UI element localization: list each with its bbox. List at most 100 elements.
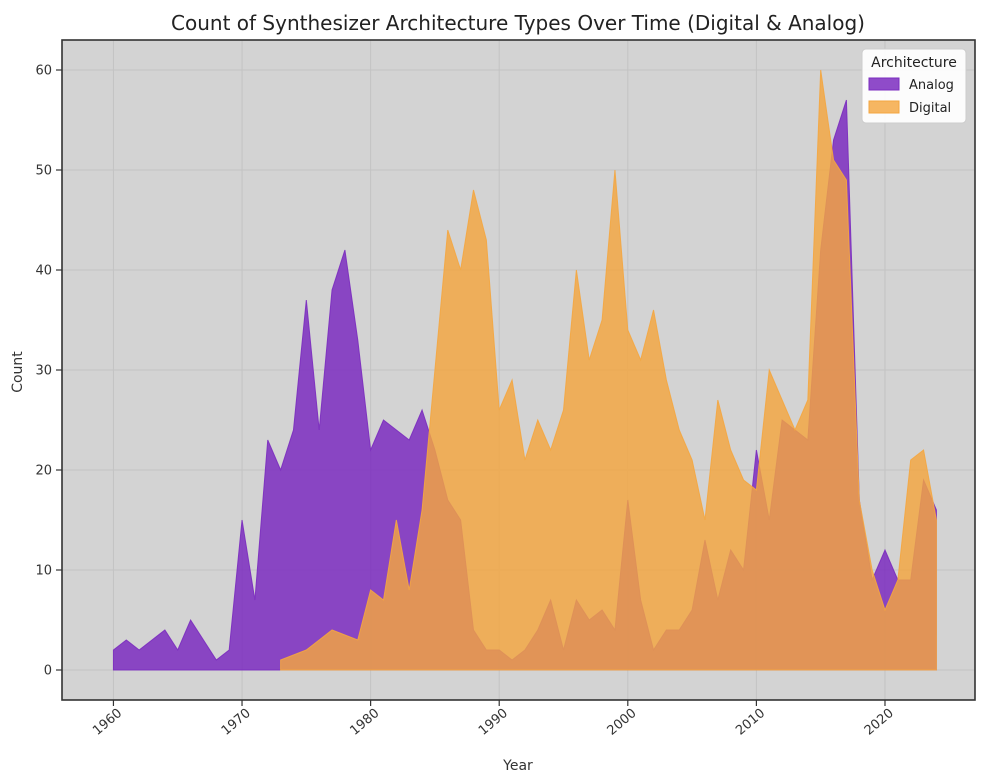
- data-point-digital-1989: [486, 239, 488, 241]
- data-point-digital-1978: [344, 634, 346, 636]
- legend: Architecture Analog Digital: [861, 48, 967, 124]
- data-point-digital-2003: [666, 379, 668, 381]
- y-tick-label-40: 40: [35, 264, 52, 279]
- data-point-analog-1969: [228, 649, 230, 651]
- data-point-analog-2024: [936, 509, 938, 511]
- x-tick-label-2010: 2010: [733, 706, 768, 739]
- chart-title: Count of Synthesizer Architecture Types …: [171, 11, 865, 35]
- data-point-digital-1994: [550, 449, 552, 451]
- data-point-digital-1976: [318, 639, 320, 641]
- data-point-analog-2017: [846, 99, 848, 101]
- data-point-digital-2001: [640, 359, 642, 361]
- data-point-digital-2004: [678, 429, 680, 431]
- data-point-digital-1984: [421, 509, 423, 511]
- y-axis-ticks: 0 10 20 30 40 50 60: [35, 64, 62, 679]
- data-point-analog-1971: [254, 599, 256, 601]
- data-point-digital-2016: [833, 159, 835, 161]
- data-areas: [112, 69, 938, 671]
- data-point-analog-2016: [833, 139, 835, 141]
- data-point-digital-2000: [627, 329, 629, 331]
- data-point-digital-1992: [524, 459, 526, 461]
- data-point-digital-2011: [768, 369, 770, 371]
- data-point-analog-2020: [884, 549, 886, 551]
- data-point-digital-1982: [396, 519, 398, 521]
- data-point-digital-1996: [576, 269, 578, 271]
- data-point-digital-1990: [498, 409, 500, 411]
- data-point-digital-2013: [794, 429, 796, 431]
- data-point-analog-1965: [177, 649, 179, 651]
- data-point-digital-2009: [743, 479, 745, 481]
- data-point-digital-2005: [691, 459, 693, 461]
- data-point-digital-1998: [601, 319, 603, 321]
- data-point-digital-2017: [846, 179, 848, 181]
- y-tick-label-60: 60: [35, 64, 52, 79]
- data-point-analog-1983: [408, 439, 410, 441]
- data-point-digital-1977: [331, 629, 333, 631]
- data-point-digital-1985: [434, 369, 436, 371]
- data-point-analog-1963: [151, 639, 153, 641]
- y-tick-label-0: 0: [44, 664, 52, 679]
- data-point-analog-1961: [126, 639, 128, 641]
- data-point-analog-1973: [280, 469, 282, 471]
- data-point-analog-1974: [293, 429, 295, 431]
- legend-swatch-digital: [868, 100, 900, 114]
- data-point-digital-1975: [306, 649, 308, 651]
- data-point-analog-1970: [241, 519, 243, 521]
- data-point-digital-1980: [370, 589, 372, 591]
- data-point-analog-1980: [370, 449, 372, 451]
- data-point-analog-1978: [344, 249, 346, 251]
- data-point-analog-1972: [267, 439, 269, 441]
- y-axis-title: Count: [10, 351, 26, 393]
- data-point-analog-1967: [203, 639, 205, 641]
- legend-swatch-analog: [868, 77, 900, 91]
- data-point-digital-2023: [923, 449, 925, 451]
- legend-label-digital: Digital: [909, 101, 951, 116]
- data-point-digital-2010: [756, 489, 758, 491]
- x-tick-label-1960: 1960: [90, 706, 125, 739]
- data-point-digital-1997: [588, 359, 590, 361]
- data-point-digital-1988: [473, 189, 475, 191]
- data-point-digital-1993: [537, 419, 539, 421]
- data-point-analog-1984: [421, 409, 423, 411]
- data-point-digital-1981: [383, 599, 385, 601]
- y-tick-label-50: 50: [35, 164, 52, 179]
- x-axis-ticks: 1960 1970 1980 1990 2000 2010 2020: [90, 700, 897, 739]
- data-point-digital-1974: [293, 654, 295, 656]
- x-tick-label-2020: 2020: [862, 706, 897, 739]
- data-point-analog-1981: [383, 419, 385, 421]
- data-point-digital-2014: [807, 399, 809, 401]
- data-point-digital-1995: [563, 409, 565, 411]
- data-point-digital-2021: [897, 579, 899, 581]
- y-tick-label-30: 30: [35, 364, 52, 379]
- data-point-digital-2006: [704, 519, 706, 521]
- area-series-digital: [280, 69, 937, 671]
- data-point-analog-1966: [190, 619, 192, 621]
- x-tick-label-2000: 2000: [605, 706, 640, 739]
- data-point-digital-2019: [871, 569, 873, 571]
- x-axis-title: Year: [502, 758, 533, 774]
- data-point-digital-1973: [280, 659, 282, 661]
- data-point-analog-2010: [756, 449, 758, 451]
- data-point-analog-1982: [396, 429, 398, 431]
- legend-label-analog: Analog: [909, 78, 954, 93]
- x-tick-label-1980: 1980: [347, 706, 382, 739]
- data-point-digital-1979: [357, 639, 359, 641]
- data-point-digital-2018: [858, 499, 860, 501]
- x-tick-label-1970: 1970: [219, 706, 254, 739]
- legend-title: Architecture: [871, 55, 957, 71]
- data-point-digital-2012: [781, 399, 783, 401]
- data-point-analog-1964: [164, 629, 166, 631]
- data-point-digital-2015: [820, 69, 822, 71]
- data-point-analog-1976: [318, 429, 320, 431]
- data-point-analog-1968: [216, 659, 218, 661]
- data-point-analog-1977: [331, 289, 333, 291]
- data-point-digital-2007: [717, 399, 719, 401]
- data-point-digital-2024: [936, 519, 938, 521]
- data-point-digital-1983: [408, 589, 410, 591]
- data-point-digital-2002: [653, 309, 655, 311]
- data-point-digital-2008: [730, 449, 732, 451]
- data-point-digital-1986: [447, 229, 449, 231]
- x-tick-label-1990: 1990: [476, 706, 511, 739]
- data-point-analog-1975: [306, 299, 308, 301]
